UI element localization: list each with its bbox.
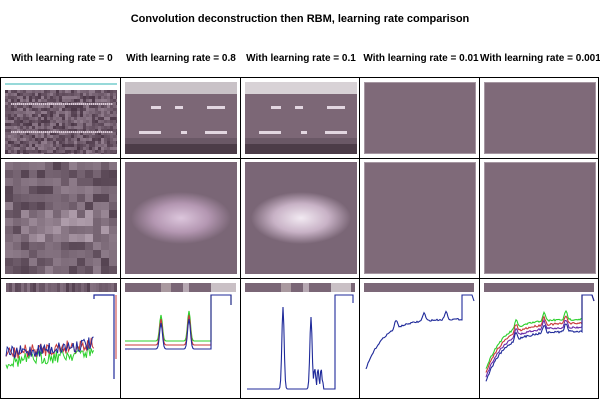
reconstruction-image-lr-0 <box>5 82 117 154</box>
profile-plot-lr-0.1 <box>241 279 359 398</box>
weights-image-lr-0 <box>5 162 117 274</box>
column-title-lr-0.1: With learning rate = 0.1 <box>246 53 356 64</box>
profile-plot-lr-0.8 <box>121 279 240 398</box>
weights-image-lr-0.001 <box>484 162 596 274</box>
column-title-lr-0: With learning rate = 0 <box>11 53 113 64</box>
comparison-grid <box>0 77 599 399</box>
column-title-lr-0.001: With learning rate = 0.001 <box>480 53 600 64</box>
profile-plot-lr-0.01 <box>360 279 479 398</box>
weights-image-lr-0.1 <box>245 162 357 274</box>
figure-title: Convolution deconstruction then RBM, lea… <box>130 13 470 25</box>
reconstruction-image-lr-0.001 <box>484 82 596 154</box>
reconstruction-image-lr-0.8 <box>125 82 237 154</box>
column-title-lr-0.01: With learning rate = 0.01 <box>363 53 479 64</box>
column-title-lr-0.8: With learning rate = 0.8 <box>126 53 236 64</box>
weights-image-lr-0.8 <box>125 162 237 274</box>
weights-image-lr-0.01 <box>364 162 476 274</box>
profile-plot-lr-0.001 <box>480 279 598 398</box>
reconstruction-image-lr-0.01 <box>364 82 476 154</box>
profile-plot-lr-0 <box>2 279 120 398</box>
reconstruction-image-lr-0.1 <box>245 82 357 154</box>
